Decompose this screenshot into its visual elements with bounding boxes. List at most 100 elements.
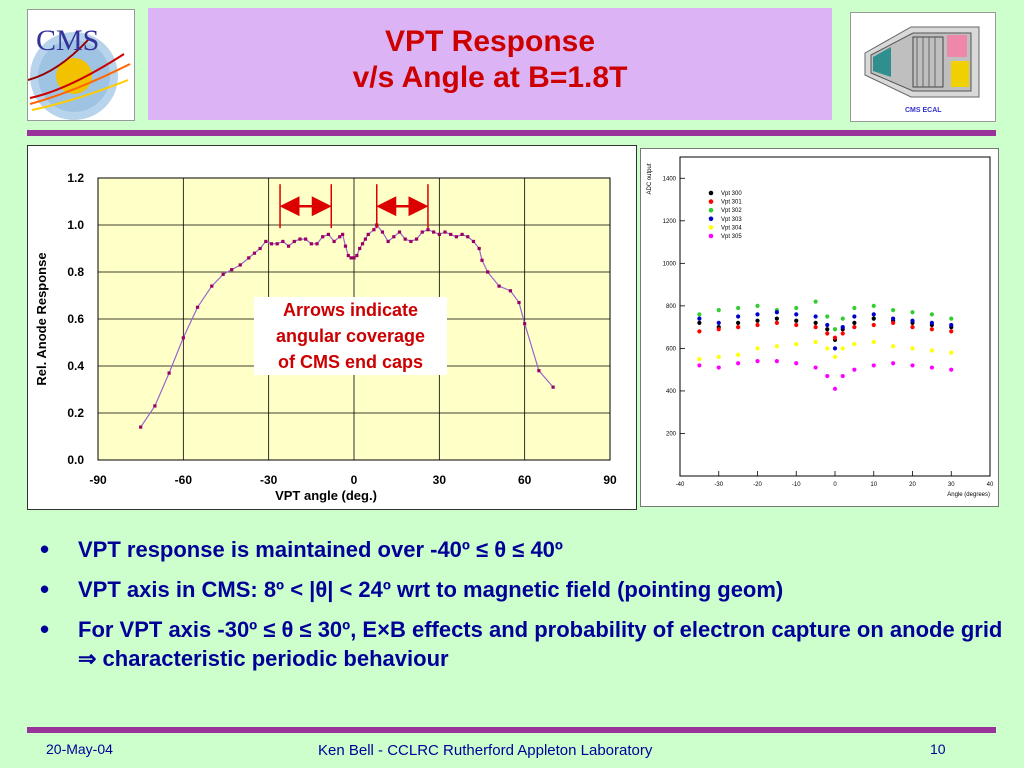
scatter-point (871, 363, 876, 368)
data-point (298, 237, 302, 241)
legend-marker (708, 207, 714, 213)
y-tick-label: 1.0 (67, 218, 84, 232)
data-point (304, 237, 308, 241)
bullet-item: • VPT axis in CMS: 8º < |θ| < 24º wrt to… (40, 575, 1010, 604)
data-point (153, 404, 157, 408)
y-tick-label: 800 (666, 304, 677, 310)
scatter-point (891, 361, 896, 366)
cms-logo: CMS (27, 9, 135, 121)
x-tick-label: 0 (351, 473, 358, 487)
data-point (167, 371, 171, 375)
scatter-point (891, 308, 896, 313)
scatter-point (825, 327, 830, 332)
x-tick-label: -30 (714, 482, 723, 488)
x-tick-label: 40 (987, 482, 994, 488)
scatter-point (813, 299, 818, 304)
data-point (454, 235, 458, 239)
scatter-point (716, 308, 721, 313)
data-point (426, 228, 430, 232)
x-tick-label: -90 (89, 473, 107, 487)
y-tick-label: 600 (666, 346, 677, 352)
bullet-text: VPT response is maintained over -40º ≤ θ… (78, 537, 563, 562)
response-series-line (140, 223, 554, 428)
scatter-point (910, 346, 915, 351)
scatter-point (840, 346, 845, 351)
bullet-list: • VPT response is maintained over -40º ≤… (40, 535, 1010, 684)
scatter-point (774, 316, 779, 321)
scatter-point (825, 346, 830, 351)
x-tick-label: 10 (870, 482, 877, 488)
data-point (380, 230, 385, 234)
data-point (437, 232, 441, 236)
legend-label: Vpt 301 (721, 200, 742, 206)
x-tick-label: 60 (518, 473, 532, 487)
data-point (480, 258, 484, 262)
scatter-point (949, 350, 954, 355)
data-point (403, 237, 407, 241)
bottom-divider (27, 727, 996, 733)
scatter-point (716, 365, 721, 370)
scatter-point (832, 386, 838, 391)
data-point (269, 242, 274, 246)
data-point (508, 289, 513, 293)
legend-marker (708, 233, 714, 239)
data-point (315, 242, 319, 246)
scatter-point (825, 331, 830, 336)
scatter-point (832, 346, 838, 351)
scatter-point (852, 367, 857, 372)
scatter-point (813, 339, 818, 345)
scatter-point (794, 361, 799, 366)
data-point (366, 232, 370, 236)
x-tick-label: -20 (753, 482, 762, 488)
data-point (321, 235, 325, 239)
scatter-point (755, 318, 760, 323)
slide-title-line-2: v/s Angle at B=1.8T (352, 61, 628, 94)
plot-frame (679, 156, 991, 477)
x-axis-label: VPT angle (deg.) (275, 488, 377, 503)
scatter-point (697, 363, 702, 368)
cms-ecal-image: CMS ECAL (850, 12, 996, 122)
scatter-point (716, 327, 721, 332)
scatter-point (949, 316, 954, 321)
y-tick-label: 0.2 (67, 406, 84, 420)
scatter-point (774, 359, 779, 364)
data-point (292, 239, 296, 244)
scatter-point (929, 327, 934, 332)
scatter-point (697, 320, 702, 325)
scatter-point (929, 320, 934, 325)
scatter-point (832, 335, 838, 340)
scatter-point (813, 320, 818, 325)
scatter-point (736, 314, 741, 319)
data-point (346, 253, 350, 258)
data-point (392, 235, 396, 239)
data-point (363, 237, 367, 241)
data-point (497, 284, 501, 288)
footer-page-number: 10 (930, 741, 946, 757)
data-point (471, 239, 476, 244)
coverage-note: Arrows indicate angular coverage of CMS … (254, 297, 447, 375)
scatter-point (871, 339, 876, 345)
x-tick-label: 0 (833, 482, 837, 488)
x-tick-label: 90 (603, 473, 617, 487)
scatter-point (794, 322, 799, 328)
bullet-text: VPT axis in CMS: 8º < |θ| < 24º wrt to m… (78, 577, 784, 602)
scatter-point (891, 320, 896, 325)
scatter-point (910, 325, 915, 330)
data-point (338, 235, 342, 239)
scatter-point (929, 312, 934, 317)
coverage-note-line-2: angular coverage (275, 326, 426, 346)
scatter-point (852, 320, 857, 325)
legend-label: Vpt 305 (721, 234, 742, 240)
y-tick-label: 0.0 (67, 453, 84, 467)
data-point (275, 242, 279, 246)
scatter-point (755, 303, 760, 308)
data-point (343, 244, 348, 248)
data-point (420, 230, 424, 234)
y-tick-label: 1200 (663, 219, 677, 225)
cms-logo-graphic (28, 10, 134, 120)
legend-label: Vpt 302 (721, 208, 742, 214)
y-tick-label: 0.4 (67, 359, 84, 373)
adc-chart-panel: -40 -30 -20 -10 0 10 20 30 40 200 400 600 800 1000 120… (640, 148, 999, 507)
x-tick-label: 20 (909, 482, 916, 488)
data-point (139, 425, 143, 429)
